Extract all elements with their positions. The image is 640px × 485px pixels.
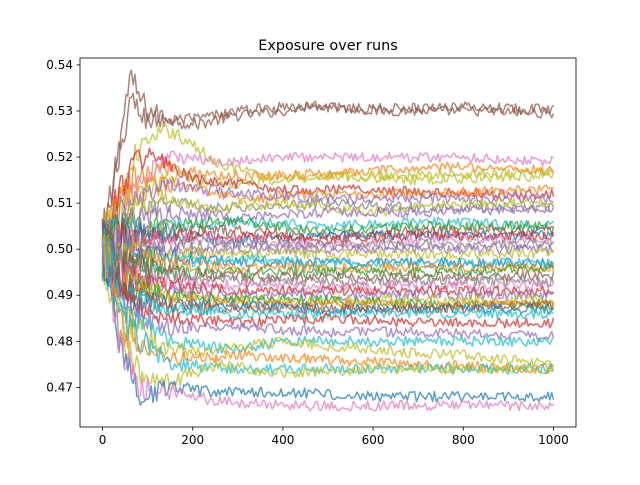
- series-line: [101, 150, 554, 263]
- axes-layer: 0 200 400 600 800 1000 0.47 0.48 0.49 0.50 0.51 0.5…: [46, 57, 577, 447]
- y-tick-label: 0.53: [46, 104, 73, 118]
- series-line: [101, 214, 554, 266]
- y-tick-label: 0.48: [46, 334, 73, 348]
- series-line: [101, 238, 555, 280]
- series-line: [101, 223, 555, 283]
- series-line: [101, 220, 554, 276]
- series-line: [101, 238, 554, 412]
- series-line: [101, 245, 554, 368]
- series-line: [101, 197, 555, 266]
- series-line: [101, 222, 555, 278]
- series-line: [102, 233, 555, 329]
- y-tick-label: 0.51: [46, 196, 73, 210]
- series-line: [101, 159, 555, 269]
- x-tick-label: 200: [181, 433, 204, 447]
- y-tick-label: 0.50: [46, 242, 73, 256]
- series-line: [101, 239, 554, 302]
- x-tick-label: 400: [271, 433, 294, 447]
- series-line: [101, 228, 555, 320]
- y-tick-label: 0.54: [46, 58, 73, 72]
- plot-frame: [79, 57, 577, 428]
- series-line: [101, 218, 554, 316]
- y-tick-label: 0.49: [46, 288, 73, 302]
- y-tick-label: 0.47: [46, 380, 73, 394]
- series-line: [101, 240, 554, 375]
- y-tick-label: 0.52: [46, 150, 73, 164]
- series-line: [101, 92, 555, 256]
- x-tick-label: 1000: [538, 433, 569, 447]
- series-line: [101, 234, 555, 391]
- series-line: [101, 176, 554, 275]
- series-line: [101, 238, 555, 354]
- series-layer: [101, 69, 555, 412]
- series-line: [101, 253, 555, 342]
- x-tick-label: 800: [452, 433, 475, 447]
- series-line: [101, 203, 555, 274]
- series-line: [101, 189, 555, 269]
- x-tick-label: 0: [99, 433, 107, 447]
- chart-title: Exposure over runs: [258, 38, 398, 54]
- x-tick-label: 600: [362, 433, 385, 447]
- series-line: [101, 69, 555, 242]
- series-line: [101, 230, 554, 281]
- series-line: [101, 225, 554, 297]
